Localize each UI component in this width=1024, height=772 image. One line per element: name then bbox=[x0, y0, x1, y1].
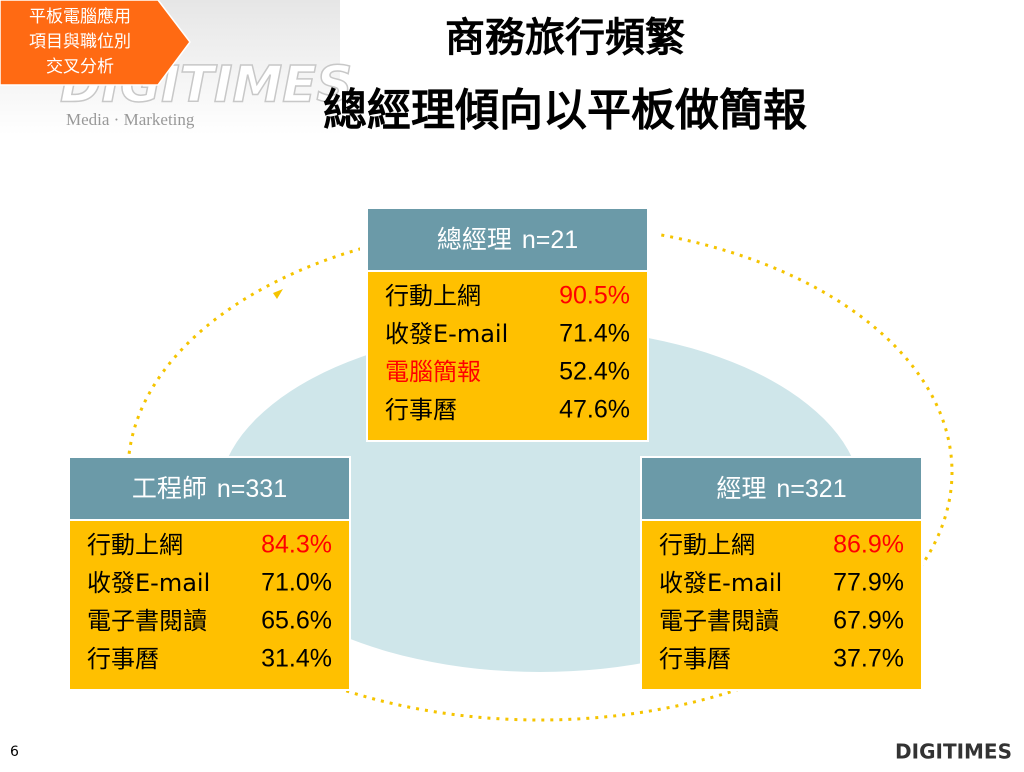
role: 經理 bbox=[716, 474, 766, 503]
item-label: 行動上網 bbox=[87, 531, 183, 559]
body-box bbox=[640, 519, 923, 691]
header-text: 總經理 n=21 bbox=[437, 225, 578, 254]
badge-line: 交叉分析 bbox=[46, 57, 114, 77]
item-label: 收發E-mail bbox=[659, 569, 782, 597]
role: 工程師 bbox=[132, 474, 207, 503]
header-box bbox=[68, 456, 351, 521]
body-box bbox=[68, 519, 351, 691]
item-value: 86.9% bbox=[833, 531, 904, 559]
item-label: 電子書閱讀 bbox=[659, 607, 779, 635]
item-label: 行動上網 bbox=[385, 282, 481, 310]
body-box bbox=[366, 270, 649, 442]
item-label: 收發E-mail bbox=[87, 569, 210, 597]
page-number: 6 bbox=[10, 744, 19, 760]
item-value: 71.0% bbox=[261, 569, 332, 597]
item-value: 52.4% bbox=[559, 358, 630, 386]
header-text: 工程師 n=331 bbox=[132, 474, 287, 503]
header-box bbox=[640, 456, 923, 521]
sample-size: n=331 bbox=[217, 475, 287, 503]
item-label: 收發E-mail bbox=[385, 320, 508, 348]
footer-logo: DIGITIMES bbox=[895, 740, 1012, 764]
item-value: 37.7% bbox=[833, 645, 904, 673]
item-label: 行事曆 bbox=[659, 645, 731, 673]
item-label: 行事曆 bbox=[87, 645, 159, 673]
item-value: 84.3% bbox=[261, 531, 332, 559]
item-value: 65.6% bbox=[261, 607, 332, 635]
item-value: 67.9% bbox=[833, 607, 904, 635]
title-line: 總經理傾向以平板做簡報 bbox=[323, 85, 807, 136]
sample-size: n=321 bbox=[776, 475, 846, 503]
item-value: 31.4% bbox=[261, 645, 332, 673]
item-label: 行動上網 bbox=[659, 531, 755, 559]
dotted-cycle bbox=[126, 222, 954, 722]
title-line: 商務旅行頻繁 bbox=[445, 15, 685, 61]
badge-line: 項目與職位別 bbox=[29, 32, 131, 52]
item-value: 71.4% bbox=[559, 320, 630, 348]
item-label: 行事曆 bbox=[385, 396, 457, 424]
item-label: 電腦簡報 bbox=[385, 358, 481, 386]
arrow-head bbox=[273, 289, 283, 299]
badge-line: 平板電腦應用 bbox=[29, 6, 131, 27]
badge bbox=[0, 0, 191, 86]
role: 總經理 bbox=[437, 225, 512, 254]
item-value: 77.9% bbox=[833, 569, 904, 597]
header-text: 經理 n=321 bbox=[716, 474, 846, 503]
item-value: 47.6% bbox=[559, 396, 630, 424]
sample-size: n=21 bbox=[522, 226, 578, 254]
watermark-tagline: Media · Marketing bbox=[66, 110, 195, 129]
item-value: 90.5% bbox=[559, 282, 630, 310]
item-label: 電子書閱讀 bbox=[87, 607, 207, 635]
